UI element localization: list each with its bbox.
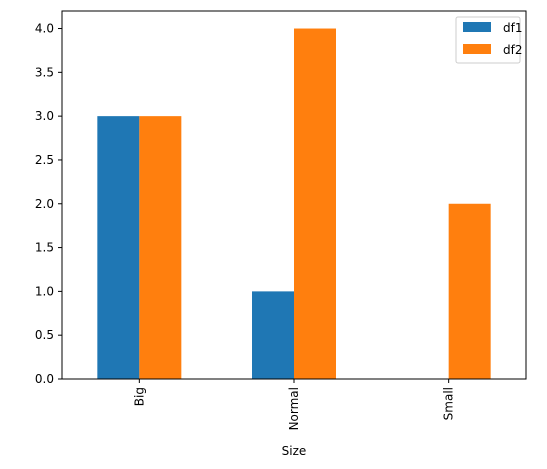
legend-label-df1: df1 — [503, 21, 522, 35]
x-axis-label: Size — [282, 444, 307, 458]
x-tick-label: Normal — [287, 387, 301, 430]
y-tick-label: 2.0 — [35, 197, 54, 211]
bar-df1-big — [97, 116, 140, 380]
legend-label-df2: df2 — [503, 43, 522, 57]
x-tick-label: Big — [132, 387, 146, 406]
legend-swatch-df1 — [463, 22, 491, 32]
y-tick-label: 1.5 — [35, 241, 54, 255]
bar-df2-big — [139, 116, 182, 380]
y-tick-label: 1.0 — [35, 284, 54, 298]
legend: df1 df2 — [455, 16, 522, 64]
bars-layer — [97, 28, 491, 380]
bar-df1-normal — [252, 291, 294, 379]
y-tick-label: 3.5 — [35, 65, 54, 79]
y-tick-label: 4.0 — [35, 22, 54, 36]
plot-frame — [61, 10, 527, 380]
bar-df2-normal — [294, 28, 336, 380]
y-tick-label: 0.0 — [35, 372, 54, 386]
y-axis: 0.0 0.5 1.0 1.5 2.0 2.5 3.0 3.5 4.0 — [35, 22, 62, 386]
y-tick-label: 3.0 — [35, 109, 54, 123]
y-tick-label: 2.5 — [35, 153, 54, 167]
legend-swatch-df2 — [463, 44, 491, 54]
x-axis: Big Normal Small — [132, 379, 456, 430]
bar-df2-small — [448, 203, 491, 379]
y-tick-label: 0.5 — [35, 328, 54, 342]
x-tick-label: Small — [442, 387, 456, 420]
